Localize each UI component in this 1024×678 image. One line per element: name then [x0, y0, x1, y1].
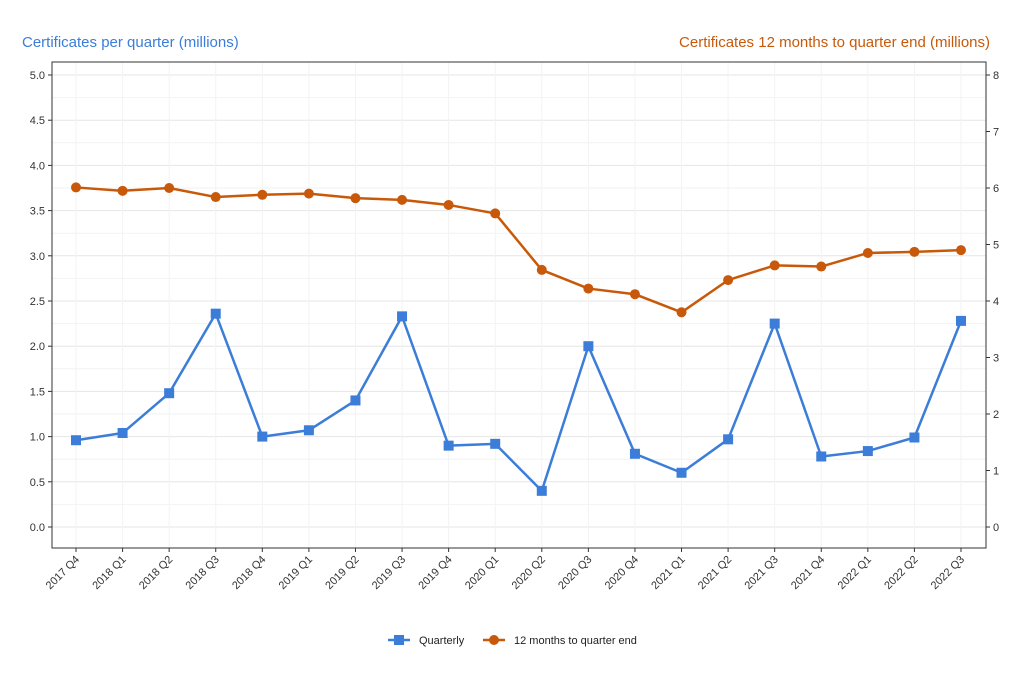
left-axis-title: Certificates per quarter (millions): [22, 34, 239, 51]
data-point-circle: [583, 283, 594, 294]
data-point-circle: [71, 182, 81, 193]
data-point-square: [676, 467, 687, 478]
data-point-square: [723, 434, 734, 445]
data-point-square: [303, 425, 314, 436]
data-point-square: [164, 388, 175, 399]
left-tick-label: 4.0: [30, 160, 45, 172]
data-point-circle: [490, 208, 501, 219]
right-tick-label: 3: [993, 353, 999, 365]
data-point-circle: [210, 192, 221, 203]
data-point-circle: [536, 264, 547, 275]
legend-marker-circle: [489, 635, 499, 645]
left-tick-label: 5.0: [30, 70, 45, 82]
legend-marker-square: [394, 635, 404, 645]
left-tick-label: 2.0: [30, 341, 45, 353]
data-point-circle: [350, 193, 361, 204]
data-point-circle: [723, 275, 734, 286]
series-circle: [71, 182, 966, 318]
data-point-square: [443, 440, 454, 451]
data-point-circle: [443, 199, 454, 210]
data-point-square: [117, 427, 128, 438]
left-tick-label: 1.0: [30, 432, 45, 444]
data-point-circle: [956, 245, 966, 256]
right-tick-label: 0: [993, 522, 999, 534]
left-tick-label: 4.5: [30, 115, 45, 127]
data-point-circle: [816, 261, 827, 272]
right-tick-label: 5: [993, 240, 999, 252]
data-point-square: [583, 341, 594, 352]
legend-item: 12 months to quarter end: [483, 635, 637, 647]
right-tick-label: 1: [993, 466, 999, 478]
data-point-circle: [909, 246, 920, 257]
left-tick-label: 3.0: [30, 251, 45, 263]
right-tick-label: 7: [993, 127, 999, 139]
legend-label: Quarterly: [419, 635, 465, 647]
data-point-circle: [164, 183, 175, 193]
data-point-circle: [257, 189, 268, 200]
left-tick-label: 0.0: [30, 522, 45, 534]
data-point-square: [956, 315, 966, 326]
left-tick-label: 2.5: [30, 296, 45, 308]
data-point-circle: [769, 260, 780, 271]
data-point-square: [536, 485, 547, 496]
legend: Quarterly 12 months to quarter end: [388, 635, 637, 647]
data-point-square: [816, 451, 827, 462]
right-tick-label: 2: [993, 409, 999, 421]
data-point-circle: [862, 247, 873, 258]
series-line: [75, 186, 962, 314]
right-tick-label: 6: [993, 183, 999, 195]
data-point-square: [210, 308, 221, 319]
plot-border: [51, 61, 987, 549]
right-tick-label: 8: [993, 70, 999, 82]
data-point-square: [862, 446, 873, 457]
left-tick-label: 0.5: [30, 477, 45, 489]
data-point-square: [629, 448, 640, 459]
data-point-circle: [676, 307, 687, 318]
data-point-square: [397, 311, 408, 322]
series-line: [75, 312, 963, 493]
grid: [52, 62, 986, 548]
series-square: [71, 308, 966, 496]
data-point-square: [769, 318, 780, 329]
data-point-square: [71, 435, 81, 446]
right-axis: 0 1 2 3 4 5 6 7 8: [986, 70, 999, 534]
left-tick-label: 1.5: [30, 386, 45, 398]
data-point-circle: [117, 185, 128, 196]
data-point-square: [257, 431, 268, 442]
right-axis-title: Certificates 12 months to quarter end (m…: [679, 34, 990, 51]
data-point-square: [350, 395, 361, 406]
series-layer: [71, 182, 966, 496]
left-axis: 0.0 0.5 1.0 1.5 2.0 2.5 3.0 3.5 4.0 4.5 5.0: [30, 70, 52, 534]
data-point-square: [909, 432, 920, 443]
left-tick-label: 3.5: [30, 206, 45, 218]
data-point-square: [490, 438, 501, 449]
legend-item: Quarterly: [388, 635, 465, 647]
right-tick-label: 4: [993, 296, 999, 308]
data-point-circle: [397, 194, 408, 205]
data-point-circle: [303, 188, 314, 199]
legend-label: 12 months to quarter end: [514, 635, 637, 647]
data-point-circle: [629, 289, 640, 300]
